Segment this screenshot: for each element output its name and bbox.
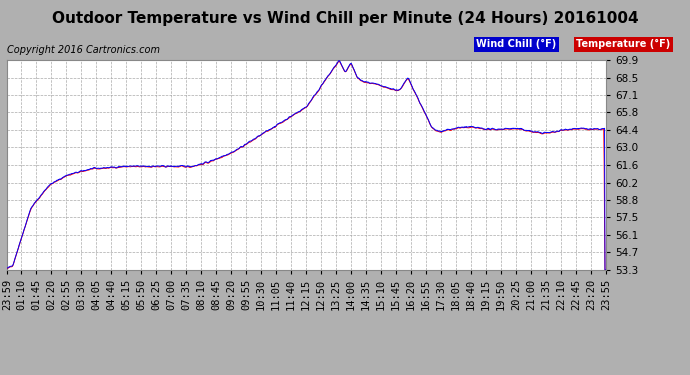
Text: Outdoor Temperature vs Wind Chill per Minute (24 Hours) 20161004: Outdoor Temperature vs Wind Chill per Mi… [52,11,638,26]
Text: Copyright 2016 Cartronics.com: Copyright 2016 Cartronics.com [7,45,160,55]
Text: Wind Chill (°F): Wind Chill (°F) [476,39,556,50]
Text: Temperature (°F): Temperature (°F) [576,39,671,50]
